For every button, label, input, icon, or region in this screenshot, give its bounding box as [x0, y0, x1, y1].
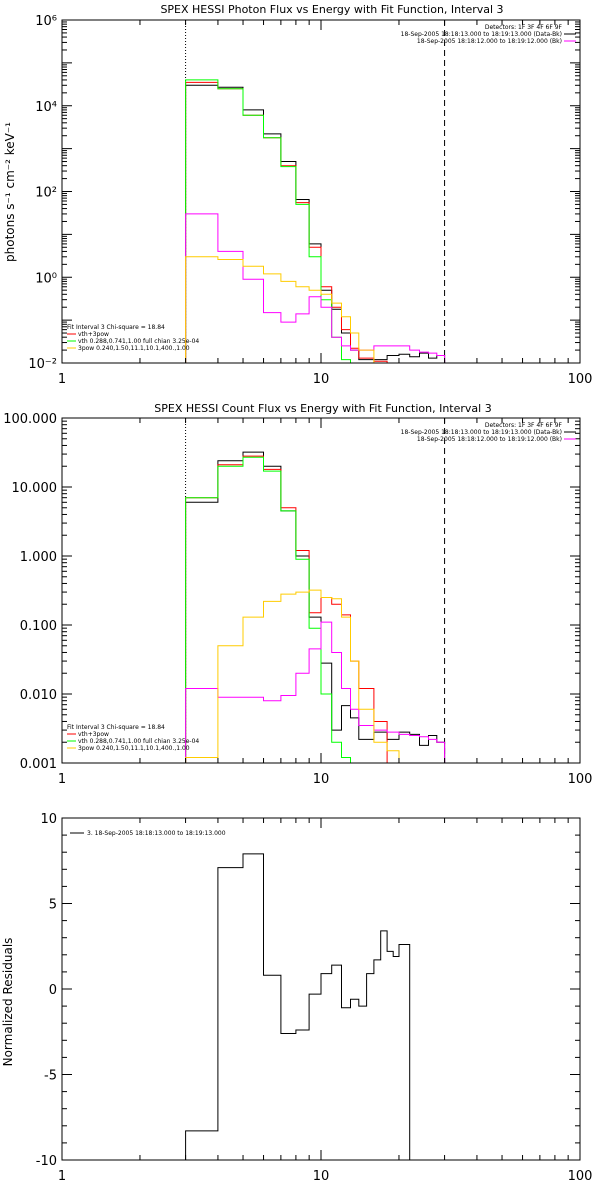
- legend-entry: 3pow 0.240,1.50,11.1,10.1,400.,1.00: [78, 745, 190, 752]
- series-group: [185, 853, 411, 1160]
- x-tick-label: 10: [313, 372, 330, 387]
- header-line: 18-Sep-2005 18:18:12.000 to 18:19:12.000…: [417, 436, 562, 443]
- y-tick-label: 100.000: [3, 412, 57, 427]
- y-tick-label: 10⁻²: [28, 357, 57, 372]
- y-tick-label: 10.000: [12, 481, 58, 496]
- legend-entry: Fit Interval 3 Chi-square = 18.84: [67, 324, 165, 331]
- x-tick-label: 10: [313, 1169, 330, 1184]
- x-tick-label: 1: [58, 372, 66, 387]
- series-group: [185, 451, 446, 763]
- series-line-3: [185, 213, 446, 363]
- y-tick-label: 0.100: [20, 619, 57, 634]
- legend-entry: vth 0.288,0.741,1.00 full chian 3.25e-04: [78, 738, 199, 745]
- series-line-0: [185, 451, 446, 763]
- x-tick-label: 1: [58, 772, 66, 787]
- series-group: [185, 79, 446, 363]
- x-tick-label: 1: [58, 1169, 66, 1184]
- y-tick-label: 0.010: [20, 688, 57, 703]
- series-line-2: [185, 456, 359, 763]
- legend-entry: 3. 18-Sep-2005 18:18:13.000 to 18:19:13.…: [87, 830, 226, 837]
- photon-flux-y-axis-label: photons s⁻¹ cm⁻² keV⁻¹: [3, 122, 17, 262]
- series-line-3: [185, 621, 446, 763]
- header-line: Detectors: 1F 3F 4F 6F 9F: [485, 422, 563, 429]
- series-line-4: [185, 589, 410, 763]
- legend-entry: vth 0.288,0.741,1.00 full chian 3.25e-04: [78, 338, 199, 345]
- legend-entry: Fit Interval 3 Chi-square = 18.84: [67, 724, 165, 731]
- y-tick-label: 0: [49, 983, 57, 998]
- x-tick-label: 10: [313, 772, 330, 787]
- x-tick-label: 100: [568, 772, 593, 787]
- y-tick-label: -10: [36, 1154, 57, 1169]
- header-line: 18-Sep-2005 18:18:12.000 to 18:19:12.000…: [417, 38, 562, 45]
- legend-entry: vth+3pow: [78, 331, 109, 338]
- header-line: 18-Sep-2005 18:18:13.000 to 18:19:13.000…: [401, 31, 562, 38]
- y-tick-label: 0.001: [20, 757, 57, 772]
- series-line-1: [185, 81, 388, 363]
- photon-flux-panel: SPEX HESSI Photon Flux vs Energy with Fi…: [3, 3, 592, 387]
- x-tick-label: 100: [568, 1169, 593, 1184]
- y-tick-label: 10²: [35, 186, 57, 201]
- y-tick-label: 5: [49, 898, 57, 913]
- y-tick-label: 10⁶: [35, 14, 57, 29]
- y-tick-label: 1.000: [20, 550, 57, 565]
- count-flux-title: SPEX HESSI Count Flux vs Energy with Fit…: [154, 402, 491, 415]
- header-line: Detectors: 1F 3F 4F 6F 9F: [485, 24, 563, 31]
- y-tick-label: 10⁴: [35, 100, 57, 115]
- legend-entry: 3pow 0.240,1.50,11.1,10.1,400.,1.00: [78, 345, 190, 352]
- series-line-0: [185, 853, 411, 1160]
- x-tick-label: 100: [568, 372, 593, 387]
- residuals-panel: Normalized Residuals 1 10 100 -10 -5 0 5 10 3. 1…: [1, 812, 592, 1184]
- header-line: 18-Sep-2005 18:18:13.000 to 18:19:13.000…: [401, 429, 562, 436]
- plot-frame: [61, 19, 581, 364]
- series-line-4: [185, 256, 410, 363]
- residuals-y-axis-label: Normalized Residuals: [1, 938, 15, 1067]
- y-tick-label: -5: [44, 1069, 57, 1084]
- series-line-2: [185, 79, 399, 363]
- count-flux-panel: SPEX HESSI Count Flux vs Energy with Fit…: [3, 402, 592, 787]
- photon-flux-title: SPEX HESSI Photon Flux vs Energy with Fi…: [160, 3, 503, 16]
- y-tick-label: 10⁰: [35, 271, 57, 286]
- series-line-0: [185, 84, 446, 363]
- y-tick-label: 10: [40, 812, 57, 827]
- legend-entry: vth+3pow: [78, 731, 109, 738]
